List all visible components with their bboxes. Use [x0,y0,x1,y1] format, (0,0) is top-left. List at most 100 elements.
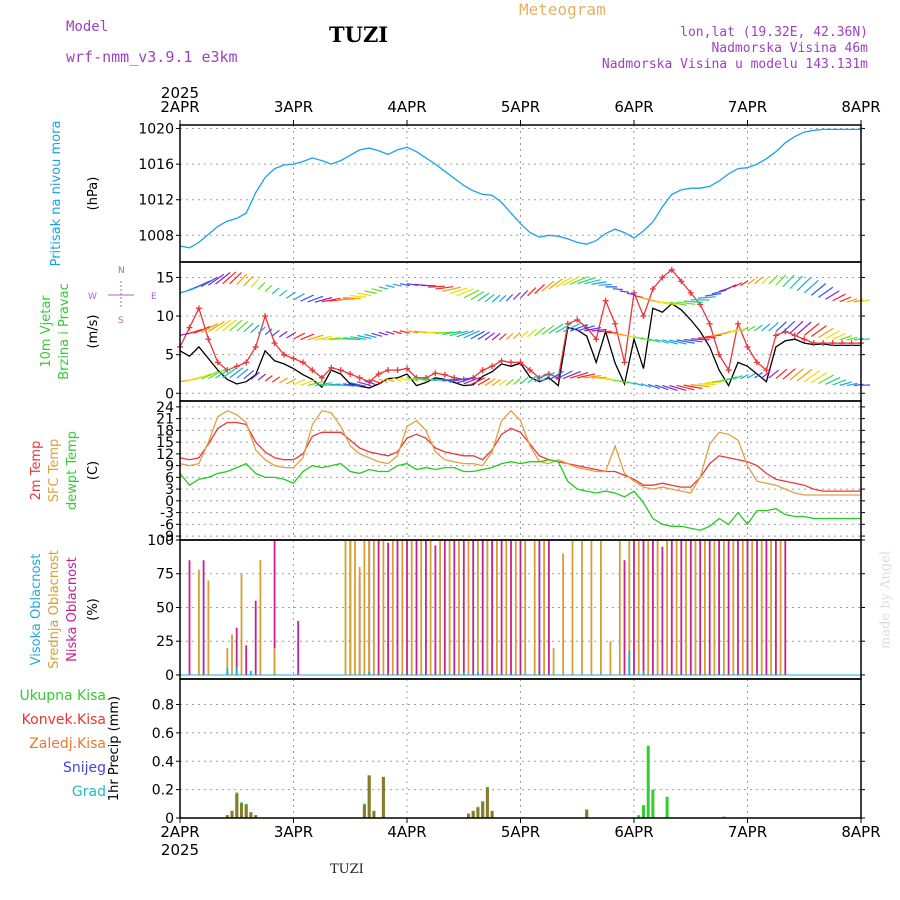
bar-niska-oblacnost [642,540,645,675]
gust-marker [640,313,647,320]
gust-marker [593,336,600,343]
wind-arrow [562,322,581,333]
wind-arrow [562,370,581,380]
wind-arrow [754,324,763,332]
gust-marker [574,316,581,323]
bar-visoka-oblacnost [368,672,371,675]
wind-arrow [662,384,678,391]
wind-arrow [286,331,297,339]
wind-arrow [534,283,546,294]
wind-arrow [640,383,652,388]
wind-arrow [527,375,538,384]
wind-arrow [222,367,238,379]
gust-marker [744,343,751,350]
panel-frame [179,124,862,263]
x-tick-label-top: 8APR [841,98,880,116]
wind-arrow [860,299,871,302]
wind-arrow [626,381,636,385]
wind-arrow [336,383,355,387]
bar-srednja-oblacnost [618,540,621,675]
gust-marker [281,351,288,358]
gust-marker [195,305,202,312]
wind-arrow [392,330,402,335]
model-elevation-label: Nadmorska Visina u modelu 143.131m [601,57,868,72]
wind-arrow [456,288,474,297]
bar-niska-oblacnost [202,560,205,675]
wind-arrow [761,275,771,285]
bar-visoka-oblacnost [226,668,229,675]
wind-arrow [655,338,669,344]
wind-arrow [413,377,428,382]
bar-srednja-oblacnost [590,540,593,675]
series-line-pritisak-na-nivou-mora [179,128,861,249]
wind-arrow [548,323,564,334]
wind-arrow [414,330,428,334]
bar-konvek-kisa [481,802,485,818]
bar-srednja-oblacnost [675,540,678,675]
gust-marker [356,374,363,381]
wind-arrow [456,377,475,384]
wind-arrow [726,329,737,335]
wind-arrow [789,320,804,334]
bar-srednja-oblacnost [713,540,716,675]
bar-srednja-oblacnost [656,540,659,675]
wind-arrow [598,283,612,286]
wind-arrow [520,330,529,339]
y-axis-label: SFC Temp [47,439,62,503]
wind-arrow [257,326,266,335]
y-tick-label: -9 [160,529,174,545]
wind-arrow [243,369,255,380]
wind-arrow [229,271,243,285]
bar-srednja-oblacnost [543,540,545,675]
y-unit-label: (%) [86,598,101,621]
wind-arrow [846,382,858,387]
wind-arrow [541,324,555,335]
y-tick-label: 1008 [138,228,174,244]
bar-ukupna-kisa [637,815,641,818]
year-label-bottom: 2025 [161,841,199,859]
bar-srednja-oblacnost [760,540,763,675]
wind-arrow [747,278,756,285]
wind-arrow [300,294,314,302]
wind-arrow [201,370,219,380]
wind-arrow [740,326,749,333]
wind-arrow [286,378,297,385]
bar-srednja-oblacnost [704,540,706,675]
model-name: wrf-nmm_v3.9.1 e3km [66,48,238,66]
bar-niska-oblacnost [472,540,475,675]
wind-arrow [378,286,389,290]
y-tick-label: 25 [156,634,174,650]
wind-arrow [456,330,475,338]
gust-marker [299,359,306,366]
wind-arrow [399,283,410,287]
wind-arrow [505,294,514,302]
wind-arrow [839,296,852,303]
gust-marker [290,355,297,362]
y-axis-label: Visoka Oblacnost [29,554,44,666]
bar-niska-oblacnost [727,540,730,675]
bar-srednja-oblacnost [368,540,371,675]
wind-arrow [846,336,858,341]
bar-srednja-oblacnost [694,540,697,675]
y-axis-label: 10m Vjetar [39,295,54,368]
y-tick-label: -3 [160,506,174,522]
wind-arrow [761,323,771,332]
wind-arrow [491,294,501,303]
wind-arrow [733,375,743,380]
wind-arrow [612,288,623,291]
y-tick-label: 100 [147,533,174,549]
wind-arrow [286,291,296,299]
wind-arrow [385,330,395,335]
wind-arrow [832,379,847,386]
wind-arrow [754,277,763,285]
gust-marker [848,340,855,347]
gust-marker [621,359,628,366]
bar-srednja-oblacnost [609,641,612,675]
wind-arrow [860,338,871,341]
bar-niska-oblacnost [784,540,787,675]
wind-arrow [513,378,521,385]
bar-konvek-kisa [367,775,371,818]
y-tick-label: 50 [156,600,174,616]
wind-arrow [201,323,218,333]
wind-arrow [484,293,495,303]
